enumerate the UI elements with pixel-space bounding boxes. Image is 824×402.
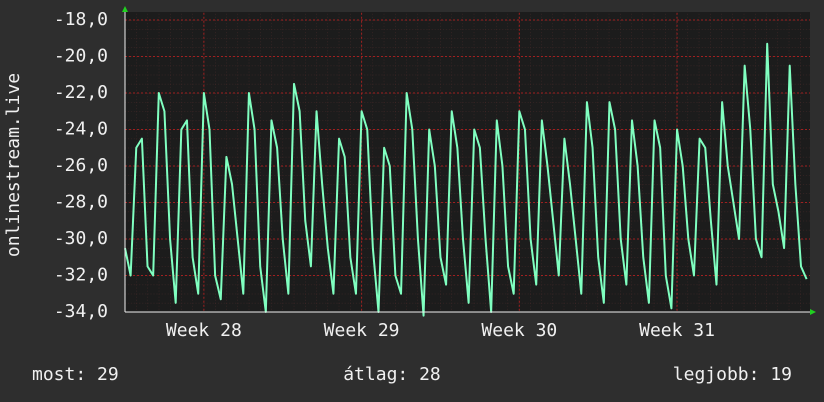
y-tick-label: -28,0 bbox=[54, 192, 108, 213]
x-tick-label: Week 28 bbox=[166, 320, 242, 341]
y-tick-label: -20,0 bbox=[54, 46, 108, 67]
y-tick-label: -34,0 bbox=[54, 301, 108, 322]
footer-current: most: 29 bbox=[32, 364, 119, 385]
footer-average: átlag: 28 bbox=[343, 364, 441, 385]
y-tick-label: -24,0 bbox=[54, 119, 108, 140]
y-tick-label: -32,0 bbox=[54, 265, 108, 286]
y-arrow bbox=[122, 6, 128, 12]
footer-best: legjobb: 19 bbox=[673, 364, 792, 385]
x-tick-label: Week 30 bbox=[481, 320, 557, 341]
y-axis-title: onlinestream.live bbox=[3, 73, 24, 257]
x-arrow bbox=[810, 309, 816, 315]
y-tick-label: -18,0 bbox=[54, 9, 108, 30]
data-line bbox=[124, 42, 808, 317]
x-tick-label: Week 29 bbox=[324, 320, 400, 341]
x-tick-label: Week 31 bbox=[639, 320, 715, 341]
y-tick-label: -22,0 bbox=[54, 82, 108, 103]
y-tick-label: -26,0 bbox=[54, 155, 108, 176]
y-tick-label: -30,0 bbox=[54, 228, 108, 249]
